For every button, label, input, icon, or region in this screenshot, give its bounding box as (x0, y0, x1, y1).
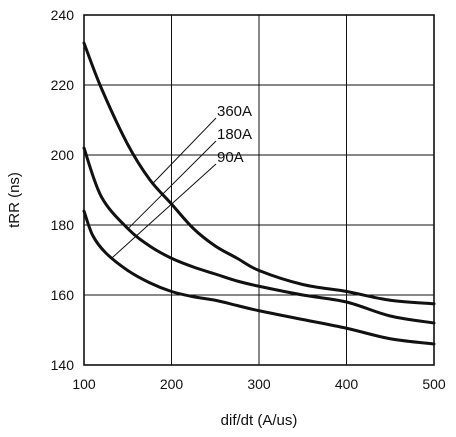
x-tick-label: 400 (335, 376, 359, 392)
series-line-90a (82, 209, 436, 346)
plot-frame (83, 14, 435, 366)
leader-line-360a (152, 117, 217, 184)
x-tick-label: 500 (422, 376, 446, 392)
series-line-360a (82, 41, 436, 306)
y-tick-label: 220 (51, 77, 75, 93)
curve-labels: 360A 180A 90A (217, 103, 252, 166)
x-tick-label: 100 (72, 376, 96, 392)
series-line-180a (82, 146, 436, 325)
curve-label-90a: 90A (217, 149, 244, 166)
x-tick-label: 300 (247, 376, 271, 392)
y-tick-label: 180 (51, 217, 75, 233)
leader-line-180a (127, 140, 217, 230)
y-axis-label: tRR (ns) (6, 172, 23, 228)
y-tick-label: 240 (51, 7, 75, 23)
y-tick-label: 140 (51, 357, 75, 373)
curve-label-180a: 180A (217, 126, 252, 143)
leader-line-90a (111, 163, 217, 259)
y-tick-label: 200 (51, 147, 75, 163)
x-axis-label: dif/dt (A/us) (221, 412, 298, 429)
x-tick-label: 200 (160, 376, 184, 392)
y-tick-labels: 140 160 180 200 220 240 (51, 7, 75, 373)
curve-label-360a: 360A (217, 103, 252, 120)
curves (82, 41, 436, 346)
label-leaders (111, 117, 217, 259)
x-tick-labels: 100 200 300 400 500 (72, 376, 446, 392)
y-tick-label: 160 (51, 287, 75, 303)
